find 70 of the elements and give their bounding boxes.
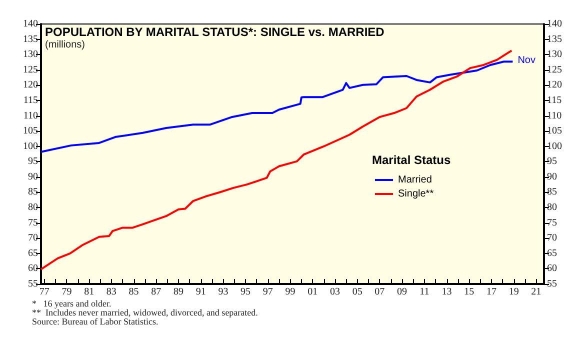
y2-tick-label: 110 [547,110,562,122]
y2-tick-label: 75 [547,217,557,228]
x-tick-label: 85 [128,286,139,298]
y-tick-label: 110 [23,110,38,122]
x-tick-label: 13 [442,286,452,298]
x-tick-label: 81 [84,286,94,298]
y2-tick-label: 130 [547,49,562,60]
y-tick-label: 130 [23,49,38,60]
x-tick-label: 17 [486,286,496,298]
x-tick-label: 09 [397,286,408,298]
x-tick-label: 21 [531,286,542,298]
x-tick-label: 97 [262,286,273,298]
x-tick-label: 03 [330,286,340,298]
x-tick-label: 83 [106,286,116,298]
y-tick-label: 120 [23,80,38,91]
y2-tick-label: 100 [547,140,562,152]
y-tick-label: 125 [23,64,38,76]
x-tick-label: 01 [308,286,318,298]
y-tick-label: 95 [28,156,38,168]
y-tick-label: 105 [23,126,38,137]
y-tick-label: 80 [28,202,38,214]
y-tick-label: 65 [28,248,38,259]
text: ** Includes never married, widowed, divorced, and separated. [32,308,258,318]
text: (millions) [45,40,85,50]
y-tick-label: 55 [28,278,38,290]
y-tick-label: 100 [23,140,38,152]
x-tick-label: 87 [151,286,162,298]
y-tick-label: 140 [23,18,38,30]
line-series [40,60,514,153]
x-tick-label: 07 [374,286,385,298]
y-tick-label: 70 [28,232,38,244]
x-tick-label: 05 [352,286,362,298]
x-tick-label: 77 [39,286,50,298]
y2-tick-label: 120 [547,80,562,91]
y2-tick-label: 95 [547,156,557,168]
y2-tick-label: 140 [547,18,562,30]
x-tick-label: 91 [196,286,206,298]
y2-tick-label: 60 [547,263,557,274]
x-tick-label: 95 [240,286,251,298]
line-series [40,50,513,270]
y-tick-label: 60 [28,263,38,274]
annotation: Nov [518,55,536,66]
y-tick-label: 85 [28,186,38,198]
x-tick-label: 79 [62,286,72,298]
text: * 16 years and older. [32,298,112,308]
y2-tick-label: 125 [547,64,562,76]
y-tick-label: 90 [28,171,38,182]
y2-tick-label: 105 [547,126,562,137]
y2-tick-label: 80 [547,202,557,214]
x-tick-label: 89 [173,286,184,298]
source-note: Source: Bureau of Labor Statistics. [32,316,158,326]
y-tick-label: 135 [23,34,38,45]
y2-tick-label: 115 [547,94,562,106]
legend-label: Married [398,174,432,186]
legend-label: Single** [398,188,434,200]
y2-tick-label: 70 [547,232,557,244]
y2-tick-label: 135 [547,34,562,45]
x-tick-label: 93 [218,286,228,298]
chart-title: POPULATION BY MARITAL STATUS*: SINGLE vs. MARRIED [45,25,385,39]
y-tick-label: 115 [23,94,38,106]
y2-tick-label: 65 [547,248,557,259]
y-tick-label: 75 [28,217,38,228]
x-tick-label: 19 [508,286,519,298]
y2-tick-label: 55 [547,278,557,290]
x-tick-label: 15 [464,286,474,298]
y2-tick-label: 90 [547,171,557,182]
x-tick-label: 11 [420,286,430,298]
x-tick-label: 99 [285,286,296,298]
y2-tick-label: 85 [547,186,557,198]
legend-title: Marital Status [372,153,452,167]
